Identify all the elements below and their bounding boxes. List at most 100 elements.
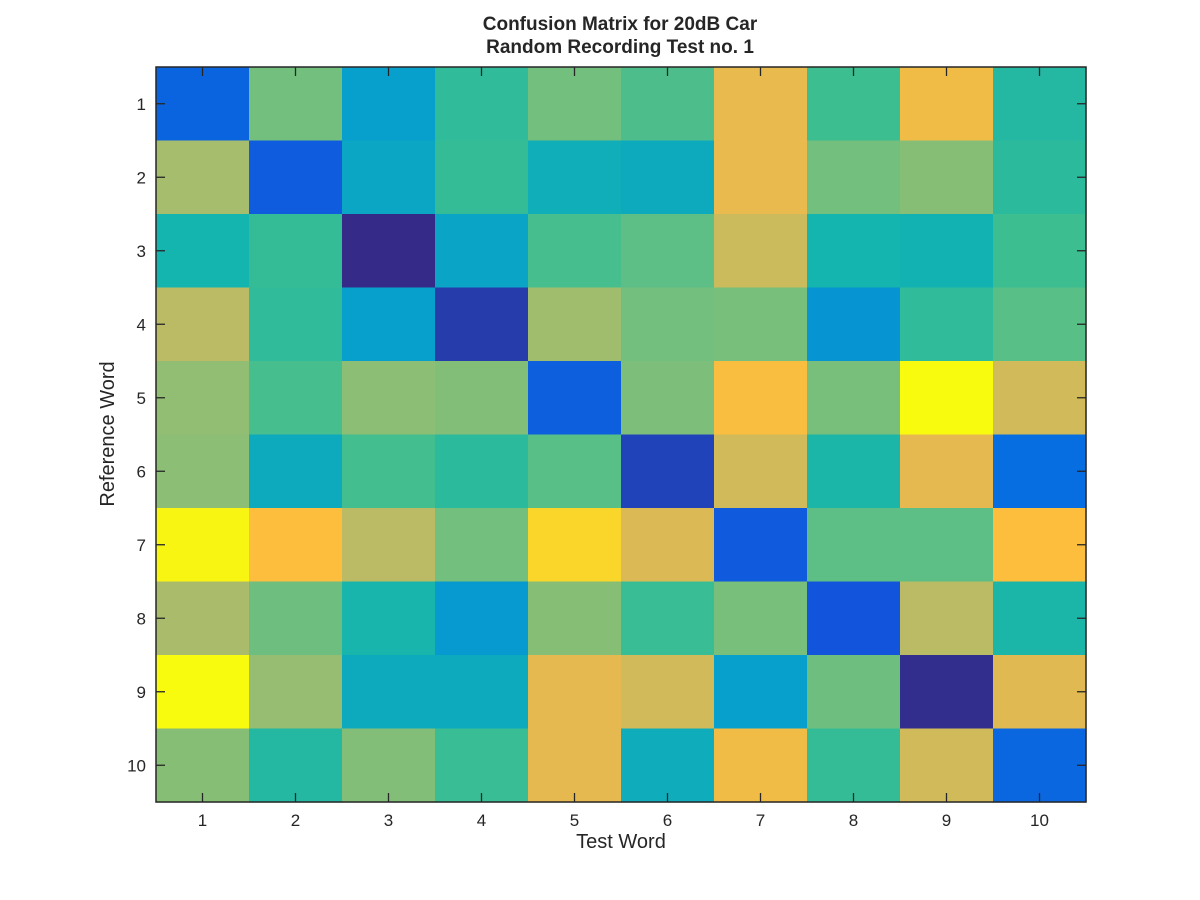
heatmap-cells bbox=[156, 67, 1087, 803]
heatmap-cell bbox=[621, 508, 715, 583]
heatmap-cell bbox=[156, 728, 250, 803]
y-tick-label: 10 bbox=[127, 756, 146, 775]
heatmap-cell bbox=[342, 728, 436, 803]
y-tick-label: 6 bbox=[137, 462, 146, 481]
heatmap-cell bbox=[528, 434, 622, 509]
y-tick-label: 8 bbox=[137, 609, 146, 628]
heatmap-cell bbox=[435, 434, 529, 509]
heatmap-cell bbox=[714, 140, 808, 215]
heatmap-cell bbox=[435, 214, 529, 289]
heatmap-cell bbox=[435, 140, 529, 215]
heatmap-cell bbox=[714, 214, 808, 289]
heatmap-cell bbox=[156, 287, 250, 362]
heatmap-cell bbox=[249, 140, 343, 215]
heatmap-cell bbox=[342, 361, 436, 436]
heatmap-cell bbox=[900, 508, 994, 583]
heatmap-cell bbox=[714, 67, 808, 142]
heatmap-cell bbox=[807, 214, 901, 289]
heatmap-cell bbox=[621, 655, 715, 730]
x-tick-label: 2 bbox=[291, 811, 300, 830]
x-tick-label: 4 bbox=[477, 811, 486, 830]
heatmap-cell bbox=[993, 361, 1087, 436]
heatmap-cell bbox=[621, 361, 715, 436]
heatmap-cell bbox=[249, 287, 343, 362]
heatmap-cell bbox=[621, 214, 715, 289]
x-tick-label: 3 bbox=[384, 811, 393, 830]
x-tick-label: 1 bbox=[198, 811, 207, 830]
heatmap-cell bbox=[342, 67, 436, 142]
heatmap-cell bbox=[249, 67, 343, 142]
heatmap-cell bbox=[900, 728, 994, 803]
heatmap-cell bbox=[621, 434, 715, 509]
heatmap-cell bbox=[156, 434, 250, 509]
heatmap-cell bbox=[156, 214, 250, 289]
heatmap-cell bbox=[900, 434, 994, 509]
x-tick-label: 10 bbox=[1030, 811, 1049, 830]
heatmap-cell bbox=[342, 140, 436, 215]
heatmap-cell bbox=[621, 140, 715, 215]
x-tick-label: 8 bbox=[849, 811, 858, 830]
heatmap-cell bbox=[249, 728, 343, 803]
heatmap-cell bbox=[900, 214, 994, 289]
heatmap-cell bbox=[528, 67, 622, 142]
heatmap-cell bbox=[342, 287, 436, 362]
x-tick-label: 9 bbox=[942, 811, 951, 830]
heatmap-cell bbox=[621, 581, 715, 656]
heatmap-cell bbox=[900, 655, 994, 730]
y-tick-labels: 1 2 3 4 5 6 7 8 9 10 bbox=[127, 95, 146, 776]
heatmap-cell bbox=[528, 140, 622, 215]
y-tick-label: 5 bbox=[137, 389, 146, 408]
heatmap-cell bbox=[807, 67, 901, 142]
heatmap-cell bbox=[621, 287, 715, 362]
heatmap-cell bbox=[714, 434, 808, 509]
heatmap-cell bbox=[993, 508, 1087, 583]
heatmap-cell bbox=[714, 287, 808, 362]
heatmap-cell bbox=[156, 581, 250, 656]
heatmap-cell bbox=[900, 140, 994, 215]
axis-ticks bbox=[156, 67, 1086, 802]
heatmap-cell bbox=[807, 728, 901, 803]
heatmap-cell bbox=[993, 655, 1087, 730]
heatmap-cell bbox=[342, 581, 436, 656]
heatmap-cell bbox=[156, 67, 250, 142]
heatmap-cell bbox=[156, 508, 250, 583]
x-tick-labels: 1 2 3 4 5 6 7 8 9 10 bbox=[198, 811, 1049, 830]
heatmap-cell bbox=[807, 508, 901, 583]
heatmap-cell bbox=[342, 655, 436, 730]
heatmap-cell bbox=[435, 287, 529, 362]
heatmap-cell bbox=[900, 581, 994, 656]
heatmap-cell bbox=[993, 140, 1087, 215]
heatmap-cell bbox=[807, 655, 901, 730]
chart-title-line-2: Random Recording Test no. 1 bbox=[486, 37, 754, 58]
heatmap-cell bbox=[249, 361, 343, 436]
y-tick-label: 4 bbox=[137, 315, 146, 334]
heatmap-cell bbox=[807, 361, 901, 436]
heatmap-cell bbox=[156, 361, 250, 436]
heatmap-cell bbox=[993, 728, 1087, 803]
heatmap-cell bbox=[714, 581, 808, 656]
x-tick-label: 7 bbox=[756, 811, 765, 830]
heatmap-cell bbox=[435, 581, 529, 656]
heatmap-cell bbox=[342, 434, 436, 509]
heatmap-cell bbox=[156, 140, 250, 215]
y-tick-label: 9 bbox=[137, 683, 146, 702]
heatmap-cell bbox=[528, 361, 622, 436]
chart-title-line-1: Confusion Matrix for 20dB Car bbox=[483, 14, 758, 35]
heatmap-cell bbox=[249, 581, 343, 656]
heatmap-cell bbox=[528, 655, 622, 730]
y-tick-label: 7 bbox=[137, 536, 146, 555]
heatmap-cell bbox=[807, 581, 901, 656]
x-tick-label: 5 bbox=[570, 811, 579, 830]
heatmap-cell bbox=[342, 214, 436, 289]
heatmap-cell bbox=[993, 581, 1087, 656]
y-tick-label: 3 bbox=[137, 242, 146, 261]
heatmap-cell bbox=[435, 508, 529, 583]
heatmap-cell bbox=[435, 728, 529, 803]
heatmap-cell bbox=[528, 728, 622, 803]
y-tick-label: 1 bbox=[137, 95, 146, 114]
heatmap-cell bbox=[807, 287, 901, 362]
heatmap-cell bbox=[714, 655, 808, 730]
heatmap-cell bbox=[993, 434, 1087, 509]
heatmap-cell bbox=[807, 140, 901, 215]
y-tick-label: 2 bbox=[137, 168, 146, 187]
